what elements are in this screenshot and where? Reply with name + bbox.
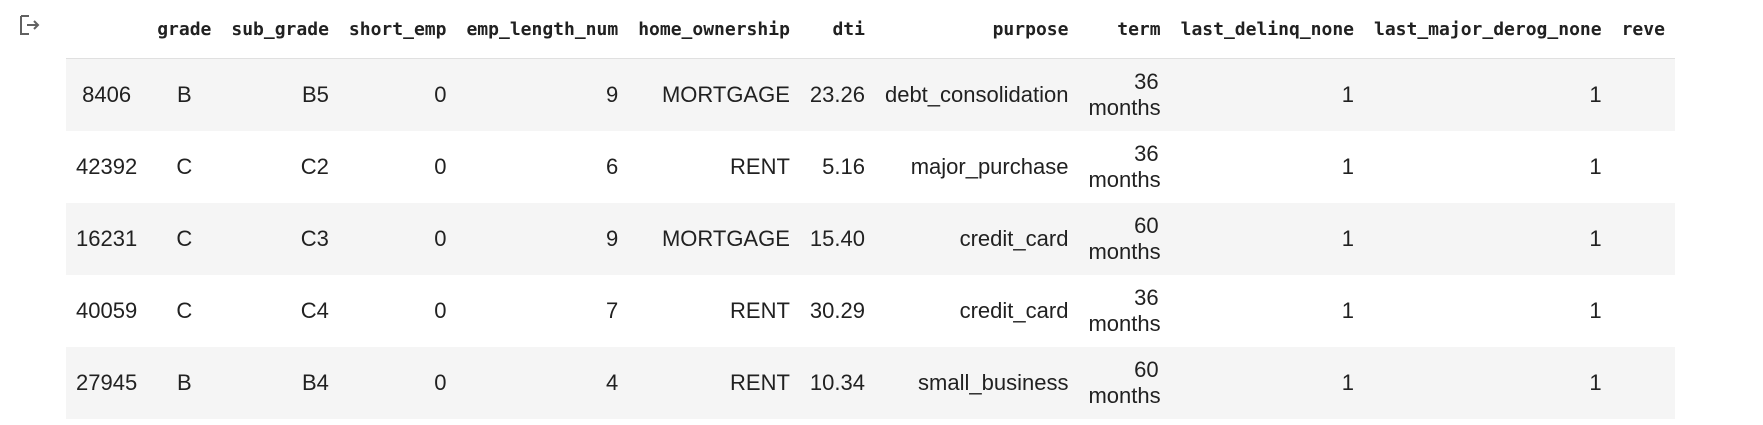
column-header-last-delinq-none: last_delinq_none — [1170, 0, 1364, 59]
column-header-last-major-derog-none: last_major_derog_none — [1364, 0, 1612, 59]
table-header-row: grade sub_grade short_emp emp_length_num… — [66, 0, 1675, 59]
cell-emp-length-num: 4 — [605, 370, 619, 395]
cell-short-emp: 0 — [434, 154, 447, 179]
cell-grade: B — [176, 370, 192, 395]
cell-home-ownership: RENT — [730, 298, 790, 323]
cell-last-major-derog-none: 1 — [1589, 226, 1602, 251]
cell-term: 36 months — [1078, 131, 1170, 203]
cell-dti: 10.34 — [809, 370, 865, 395]
column-header-index — [66, 0, 148, 59]
cell-reve — [1612, 59, 1675, 132]
cell-last-major-derog-none: 1 — [1589, 370, 1602, 395]
cell-sub-grade: C2 — [300, 154, 329, 179]
column-header-dti: dti — [799, 0, 875, 59]
cell-term: 60 months — [1078, 347, 1170, 419]
term-unit: months — [1088, 311, 1161, 336]
cell-emp-length-num: 9 — [605, 82, 619, 107]
column-header-grade: grade — [147, 0, 222, 59]
cell-emp-length-num: 6 — [605, 154, 619, 179]
cell-emp-length-num: 7 — [605, 298, 619, 323]
row-index: 42392 — [76, 154, 138, 179]
cell-reve — [1612, 131, 1675, 203]
term-unit: months — [1088, 167, 1161, 192]
cell-purpose: major_purchase — [910, 154, 1069, 179]
cell-short-emp: 0 — [434, 226, 447, 251]
row-index: 27945 — [76, 370, 138, 395]
cell-last-delinq-none: 1 — [1341, 226, 1354, 251]
column-header-emp-length-num: emp_length_num — [456, 0, 629, 59]
term-unit: months — [1088, 383, 1161, 408]
cell-home-ownership: RENT — [730, 370, 790, 395]
row-index: 16231 — [76, 226, 138, 251]
dataframe-container: grade sub_grade short_emp emp_length_num… — [66, 0, 1763, 419]
cell-sub-grade: B5 — [302, 82, 329, 107]
cell-home-ownership: MORTGAGE — [661, 82, 790, 107]
cell-grade: B — [176, 82, 192, 107]
row-index: 40059 — [76, 298, 138, 323]
table-row: 40059 C C4 0 7 RENT 30.29 credit_card 36… — [66, 275, 1675, 347]
cell-home-ownership: MORTGAGE — [661, 226, 790, 251]
cell-sub-grade: C3 — [300, 226, 329, 251]
cell-dti: 15.40 — [809, 226, 865, 251]
cell-home-ownership: RENT — [730, 154, 790, 179]
cell-sub-grade: C4 — [300, 298, 329, 323]
cell-dti: 30.29 — [809, 298, 865, 323]
term-number: 36 — [1134, 141, 1159, 166]
column-header-short-emp: short_emp — [338, 0, 457, 59]
cell-purpose: small_business — [918, 370, 1069, 395]
term-unit: months — [1088, 95, 1161, 120]
cell-reve — [1612, 203, 1675, 275]
column-header-home-ownership: home_ownership — [628, 0, 800, 59]
term-unit: months — [1088, 239, 1161, 264]
term-number: 60 — [1134, 357, 1159, 382]
cell-last-delinq-none: 1 — [1341, 370, 1354, 395]
term-number: 60 — [1134, 213, 1159, 238]
cell-last-delinq-none: 1 — [1341, 82, 1354, 107]
cell-last-major-derog-none: 1 — [1589, 82, 1602, 107]
cell-short-emp: 0 — [434, 82, 447, 107]
cell-short-emp: 0 — [434, 370, 447, 395]
term-number: 36 — [1134, 285, 1159, 310]
cell-short-emp: 0 — [434, 298, 447, 323]
cell-last-major-derog-none: 1 — [1589, 298, 1602, 323]
cell-term: 36 months — [1078, 275, 1170, 347]
row-index: 8406 — [82, 82, 132, 107]
dataframe-table: grade sub_grade short_emp emp_length_num… — [66, 0, 1675, 419]
cell-purpose: credit_card — [959, 226, 1069, 251]
term-number: 36 — [1134, 69, 1159, 94]
table-row: 42392 C C2 0 6 RENT 5.16 major_purchase … — [66, 131, 1675, 203]
column-header-purpose: purpose — [874, 0, 1079, 59]
column-header-term: term — [1078, 0, 1171, 59]
column-header-reve: reve — [1611, 0, 1675, 59]
cell-term: 36 months — [1078, 59, 1170, 132]
cell-dti: 5.16 — [822, 154, 865, 179]
cell-grade: C — [176, 226, 193, 251]
cell-emp-length-num: 9 — [605, 226, 619, 251]
cell-purpose: credit_card — [959, 298, 1069, 323]
cell-grade: C — [176, 298, 193, 323]
cell-reve — [1612, 347, 1675, 419]
cell-term: 60 months — [1078, 203, 1170, 275]
output-arrow-icon[interactable] — [18, 13, 42, 37]
cell-sub-grade: B4 — [302, 370, 329, 395]
table-row: 16231 C C3 0 9 MORTGAGE 15.40 credit_car… — [66, 203, 1675, 275]
cell-last-major-derog-none: 1 — [1589, 154, 1602, 179]
column-header-sub-grade: sub_grade — [221, 0, 339, 59]
cell-last-delinq-none: 1 — [1341, 298, 1354, 323]
cell-dti: 23.26 — [809, 82, 865, 107]
cell-grade: C — [176, 154, 193, 179]
cell-last-delinq-none: 1 — [1341, 154, 1354, 179]
table-row: 27945 B B4 0 4 RENT 10.34 small_business… — [66, 347, 1675, 419]
cell-reve — [1612, 275, 1675, 347]
cell-purpose: debt_consolidation — [884, 82, 1069, 107]
table-row: 8406 B B5 0 9 MORTGAGE 23.26 debt_consol… — [66, 58, 1675, 132]
